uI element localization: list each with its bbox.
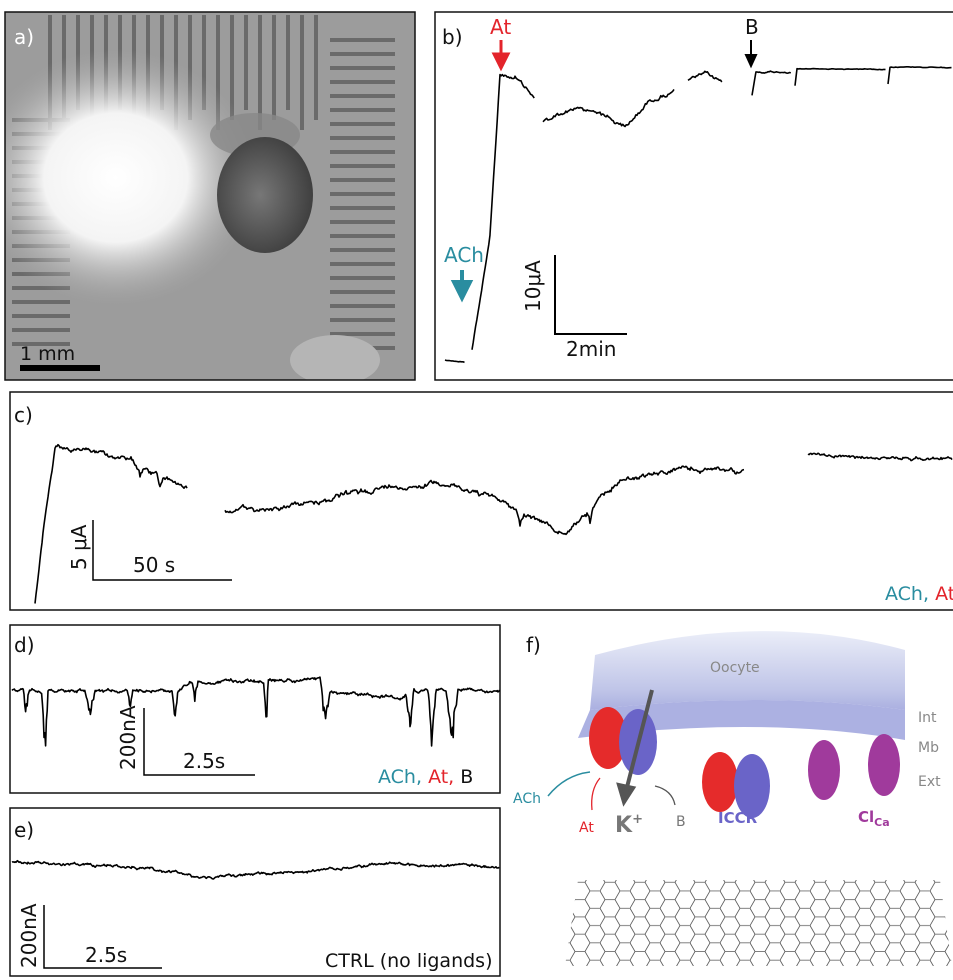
ligand-label: ACh: [513, 791, 541, 807]
scale-label: 2min: [566, 337, 616, 361]
ligand: B: [460, 766, 473, 788]
channel-sub: Ca: [874, 816, 890, 829]
panel-label: c): [14, 403, 33, 427]
ligand-label: ACh, At: [885, 583, 953, 605]
ligand-label: At: [579, 820, 594, 836]
arrow: [591, 777, 601, 811]
panel-label: a): [14, 25, 34, 49]
ligand-label: B: [676, 814, 686, 830]
trace: [11, 676, 501, 747]
trace: [542, 88, 675, 128]
scale-bar: [92, 520, 232, 581]
arrow: [491, 40, 511, 72]
scale-bar: [554, 255, 627, 335]
panel-frame: [434, 11, 953, 381]
panel-label: b): [442, 25, 463, 49]
ion-label: K+: [615, 812, 643, 838]
micrograph: [5, 12, 415, 380]
ligand-label: ACh, At, B: [378, 766, 473, 788]
panel-frame: [9, 624, 501, 794]
scale-label: 200nA: [116, 705, 140, 770]
panel-label: d): [14, 633, 35, 657]
panel-label: f): [526, 633, 541, 657]
oocyte: [590, 631, 905, 710]
marker-label: At: [490, 15, 511, 39]
panel-frame: [9, 807, 501, 977]
arrow: [654, 785, 676, 806]
ligand: At: [935, 583, 953, 605]
ion-charge: +: [632, 812, 643, 827]
scale-label: 2.5s: [85, 943, 127, 967]
marker-label: B: [745, 15, 759, 39]
scale-label: 200nA: [17, 903, 41, 968]
trace: [444, 359, 465, 364]
layer-label: Int: [918, 710, 937, 726]
panel-frame: [4, 11, 416, 381]
membrane: [578, 700, 905, 740]
trace: [687, 70, 723, 83]
marker-label: ACh: [444, 243, 484, 267]
graphene: [565, 880, 952, 966]
scale-label: 5 μA: [67, 524, 91, 570]
scale-label: 2.5s: [183, 749, 225, 773]
panel-label: e): [14, 818, 34, 842]
trace: [794, 67, 886, 86]
trace: [471, 73, 535, 350]
channel: Cl: [858, 808, 874, 826]
trace: [11, 859, 500, 880]
layer-label: Ext: [918, 774, 941, 790]
receptor-label: ClCa: [858, 808, 890, 829]
scale-bar: [43, 905, 162, 969]
panel-frame: [9, 391, 953, 611]
scale-label: 1 mm: [20, 343, 75, 365]
oocyte-label: Oocyte: [710, 660, 760, 676]
trace: [751, 70, 792, 96]
ligand: ACh,: [885, 583, 929, 605]
ligand: At,: [428, 766, 454, 788]
condition-label: CTRL (no ligands): [325, 950, 493, 972]
scale-bar: [143, 708, 255, 776]
trace: [224, 465, 745, 536]
ligand: ACh,: [378, 766, 422, 788]
arrow: [450, 270, 474, 303]
scale-label: 10μA: [521, 260, 545, 312]
trace: [887, 66, 952, 85]
arrow: [547, 771, 591, 797]
arrow: [744, 40, 758, 69]
trace: [34, 443, 188, 604]
trace: [807, 452, 953, 462]
layer-label: Mb: [918, 740, 939, 756]
scale-label: 50 s: [133, 553, 175, 577]
receptor-label: ICCR: [718, 809, 758, 827]
ion-arrow: [616, 689, 654, 807]
ion: K: [615, 813, 633, 838]
